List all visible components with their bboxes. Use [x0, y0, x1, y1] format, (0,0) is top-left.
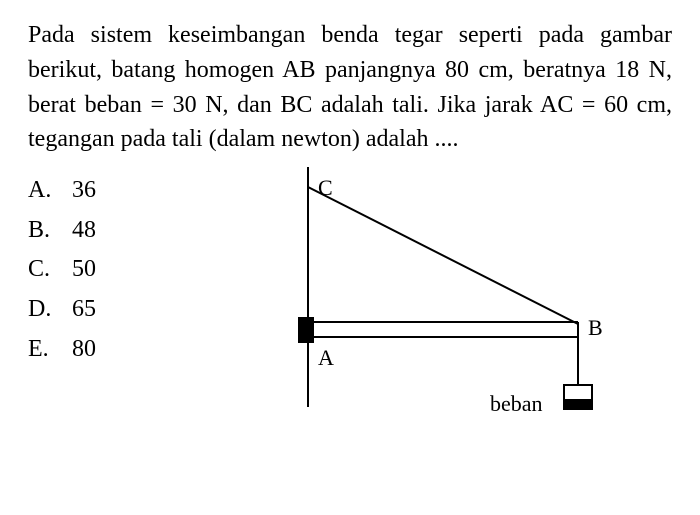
option-e: E. 80 [28, 330, 208, 370]
question-text: Pada sistem keseimbangan benda tegar sep… [28, 18, 672, 157]
option-value: 50 [72, 250, 96, 290]
option-c: C. 50 [28, 250, 208, 290]
option-a: A. 36 [28, 171, 208, 211]
option-letter: E. [28, 330, 72, 370]
label-beban: beban [490, 391, 543, 416]
equilibrium-diagram: C A B beban [248, 167, 648, 427]
option-b: B. 48 [28, 211, 208, 251]
content-row: A. 36 B. 48 C. 50 D. 65 E. 80 [28, 167, 672, 369]
option-letter: A. [28, 171, 72, 211]
option-letter: B. [28, 211, 72, 251]
label-a: A [318, 345, 334, 370]
label-b: B [588, 315, 603, 340]
diagram-container: C A B beban [208, 167, 672, 369]
rope-bc [308, 187, 578, 324]
option-value: 48 [72, 211, 96, 251]
hinge-block [298, 317, 314, 343]
options-list: A. 36 B. 48 C. 50 D. 65 E. 80 [28, 167, 208, 369]
label-c: C [318, 175, 333, 200]
option-value: 80 [72, 330, 96, 370]
option-d: D. 65 [28, 290, 208, 330]
option-letter: C. [28, 250, 72, 290]
load-fill [565, 399, 591, 408]
option-value: 36 [72, 171, 96, 211]
option-value: 65 [72, 290, 96, 330]
option-letter: D. [28, 290, 72, 330]
